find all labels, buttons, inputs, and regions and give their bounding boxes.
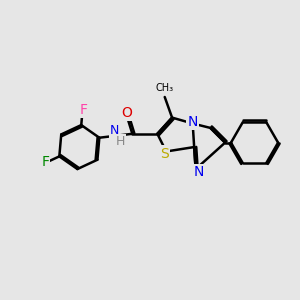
Text: O: O <box>121 106 132 120</box>
Text: CH₃: CH₃ <box>156 83 174 94</box>
Text: F: F <box>80 103 88 117</box>
Text: F: F <box>41 154 49 169</box>
Text: N: N <box>110 124 119 137</box>
Text: N: N <box>188 115 198 129</box>
Text: N: N <box>194 165 204 179</box>
Text: H: H <box>116 135 125 148</box>
Text: S: S <box>160 146 169 161</box>
